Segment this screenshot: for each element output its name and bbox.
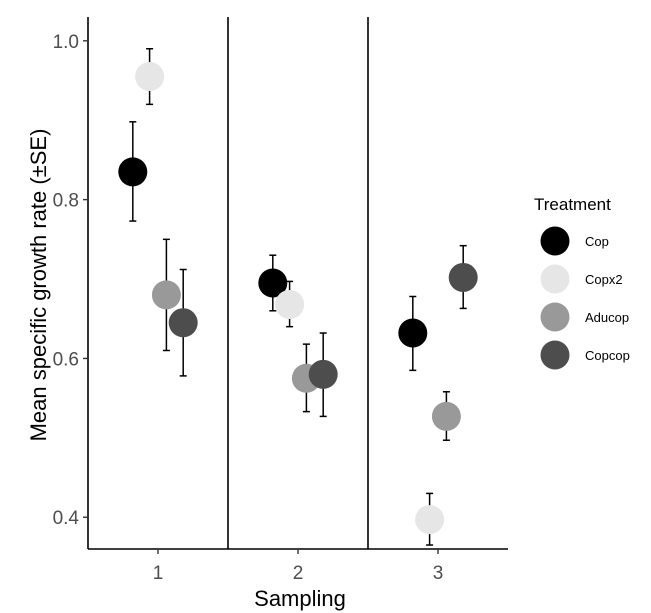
y-axis-title: Mean specific growth rate (±SE) <box>26 129 51 442</box>
point-aducop-sampling-3 <box>431 401 461 431</box>
y-tick-label: 0.8 <box>53 191 79 212</box>
point-cop-sampling-3 <box>398 318 428 348</box>
point-copx2-sampling-2 <box>275 289 305 319</box>
legend-title: Treatment <box>534 195 611 214</box>
legend-label: Copx2 <box>585 272 623 287</box>
point-copx2-sampling-1 <box>135 62 165 92</box>
legend-item-aducop: Aducop <box>540 302 629 332</box>
y-tick-label: 1.0 <box>53 32 79 53</box>
sampling-separators <box>227 17 369 549</box>
legend-item-copcop: Copcop <box>540 340 630 370</box>
y-tick-label: 0.6 <box>53 349 79 370</box>
legend-item-copx2: Copx2 <box>540 264 623 294</box>
x-tick-label: 1 <box>153 563 164 584</box>
legend-label: Copcop <box>585 348 630 363</box>
x-tick-label: 2 <box>293 563 304 584</box>
data-points <box>118 62 478 535</box>
tick-labels: 0.4 0.6 0.8 1.0 1 2 3 <box>53 32 444 584</box>
point-aducop-sampling-1 <box>151 280 181 310</box>
point-cop-sampling-2 <box>258 268 288 298</box>
legend-swatch <box>540 264 570 294</box>
point-copcop-sampling-1 <box>168 308 198 338</box>
legend-label: Aducop <box>585 310 629 325</box>
point-cop-sampling-1 <box>118 157 148 187</box>
point-copcop-sampling-3 <box>448 262 478 292</box>
point-copx2-sampling-3 <box>415 505 445 535</box>
legend: Treatment Cop Copx2 Aducop Copcop <box>534 195 630 370</box>
legend-item-cop: Cop <box>540 226 609 256</box>
legend-label: Cop <box>585 234 609 249</box>
legend-swatch <box>540 302 570 332</box>
point-copcop-sampling-2 <box>308 359 338 389</box>
y-tick-label: 0.4 <box>53 508 80 529</box>
x-axis-title: Sampling <box>254 586 346 611</box>
axes <box>83 17 508 554</box>
legend-swatch <box>540 226 570 256</box>
legend-swatch <box>540 340 570 370</box>
x-tick-label: 3 <box>433 563 444 584</box>
